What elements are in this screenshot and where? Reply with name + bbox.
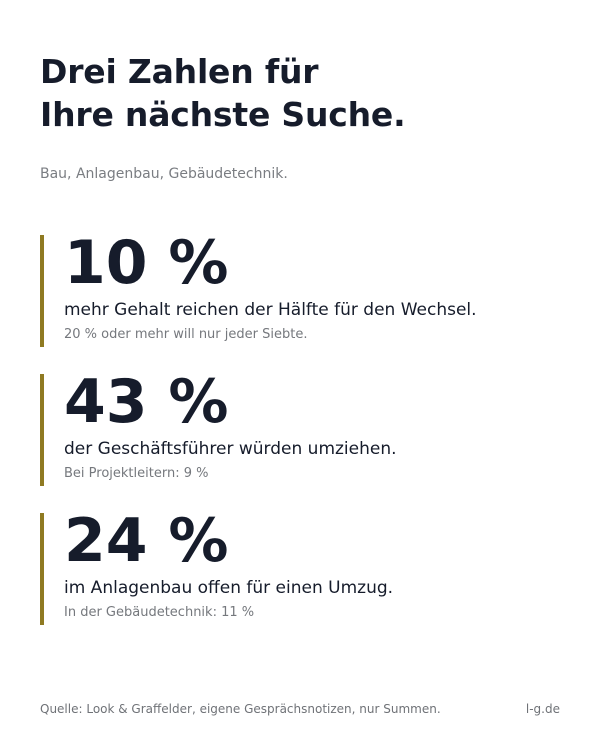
source-note: Quelle: Look & Graffelder, eigene Gesprä… — [40, 702, 441, 716]
stat-note: 20 % oder mehr will nur jeder Siebte. — [64, 327, 308, 342]
title-line-1: Drei Zahlen für — [40, 52, 319, 91]
accent-bar — [40, 513, 44, 625]
stat-description: im Anlagenbau offen für einen Umzug. — [64, 578, 394, 598]
subtitle: Bau, Anlagenbau, Gebäudetechnik. — [40, 166, 288, 182]
stat-value: 43 % — [64, 367, 229, 437]
stat-block-relocation: 43 % der Geschäftsführer würden umziehen… — [40, 367, 560, 486]
accent-bar — [40, 235, 44, 347]
page-title: Drei Zahlen für Ihre nächste Suche. — [40, 50, 406, 136]
stat-block-salary: 10 % mehr Gehalt reichen der Hälfte für … — [40, 228, 560, 347]
domain-link[interactable]: l-g.de — [525, 702, 560, 716]
stat-value: 24 % — [64, 506, 229, 576]
stat-note: Bei Projektleitern: 9 % — [64, 466, 209, 481]
title-line-2: Ihre nächste Suche. — [40, 95, 406, 134]
accent-bar — [40, 374, 44, 486]
stat-note: In der Gebäudetechnik: 11 % — [64, 605, 255, 620]
stat-value: 10 % — [64, 228, 229, 298]
stat-description: der Geschäftsführer würden umziehen. — [64, 439, 397, 459]
stat-block-plant-engineering: 24 % im Anlagenbau offen für einen Umzug… — [40, 506, 560, 625]
stat-description: mehr Gehalt reichen der Hälfte für den W… — [64, 300, 477, 320]
